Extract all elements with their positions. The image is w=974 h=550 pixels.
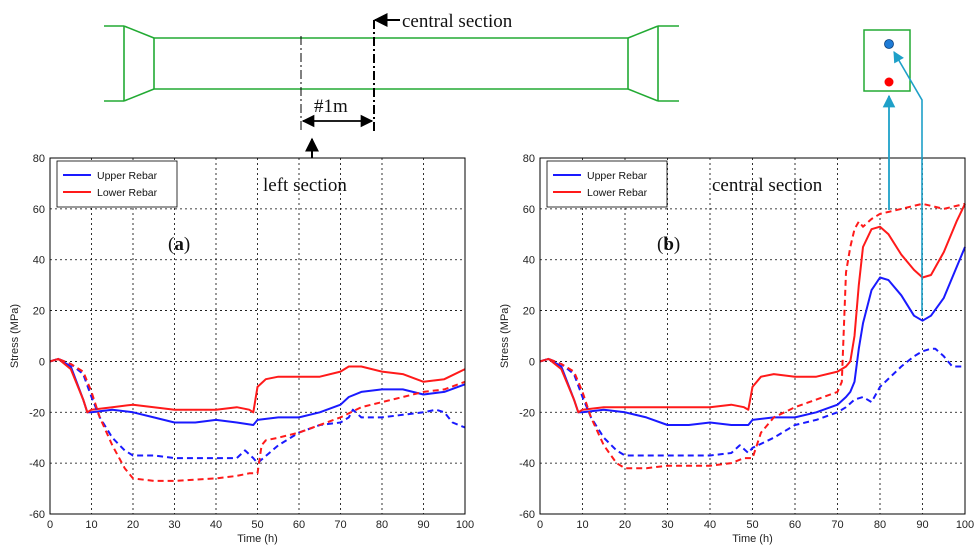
panel-b-x-tick-label: 0 [537,519,543,531]
panel-b-x-tick-label: 10 [576,519,588,531]
panel-b-legend-entry: Upper Rebar [587,170,648,182]
beam-elevation-diagram: central section #1m [104,11,679,165]
panel-a-y-tick-label: -20 [29,407,45,419]
panel-b-legend-entry: Lower Rebar [587,187,648,199]
panel-b-x-tick-label: 40 [704,519,716,531]
panel-a-series-lower-rebar-solid [49,357,466,414]
panel-a-x-tick-label: 100 [456,519,474,531]
panel-a-legend-box [56,160,178,208]
panel-a-panel-label-letter: a [174,234,184,255]
panel-a-panel-label-close: ) [184,234,190,255]
panel-b-x-axis-label: Time (h) [732,533,773,545]
panel-b-y-tick-label: -40 [519,458,535,470]
panel-a-x-tick-label: 40 [210,519,222,531]
panel-b-y-tick-label: 60 [523,204,535,216]
panel-a-x-tick-label: 90 [417,519,429,531]
panel-b-y-tick-label: 0 [529,356,535,368]
panel-a-y-tick-label: 80 [33,153,45,165]
panel-a-x-tick-label: 80 [376,519,388,531]
beam-outline [104,25,679,102]
panel-b-x-tick-label: 60 [789,519,801,531]
panel-b-legend: Upper Rebar Lower Rebar [546,160,668,208]
panel-a-x-tick-label: 0 [47,519,53,531]
panel-b-y-tick-label: -20 [519,407,535,419]
panel-b-x-tick-label: 90 [916,519,928,531]
panel-a-legend: Upper Rebar Lower Rebar [56,160,178,208]
panel-b-section-annotation: central section [712,175,823,196]
panel-a-y-tick-label: 60 [33,204,45,216]
panel-a-x-tick-label: 70 [334,519,346,531]
panel-b-y-tick-label: -60 [519,509,535,521]
panel-a-axes-frame [49,157,466,515]
panel-b-x-tick-label: 30 [661,519,673,531]
panel-b-y-tick-label: 40 [523,255,535,267]
panel-a-plot-area [50,158,465,514]
panel-b-panel-label-close: ) [674,234,680,255]
panel-b-plot-area [540,158,965,514]
panel-a-x-tick-label: 20 [127,519,139,531]
panel-b-panel-label-letter: b [663,234,674,255]
chart-panel-a: 0 10 20 30 40 50 60 70 80 90 100 80 60 40 20 0 -20 -40 -60… [9,153,474,545]
panel-b-legend-box [546,160,668,208]
panel-a-section-annotation: left section [263,175,347,196]
panel-b-panel-label-open: ( [657,234,663,255]
panel-a-series-lower-rebar-dashed [49,357,466,482]
panel-b-y-axis-label: Stress (MPa) [499,304,511,368]
central-section-label: central section [402,11,513,32]
panel-a-x-tick-label: 50 [251,519,263,531]
panel-b-x-tick-label: 50 [746,519,758,531]
cross-section-inset [863,29,911,92]
panel-a-panel-label-open: ( [168,234,174,255]
panel-b-x-tick-label: 20 [619,519,631,531]
panel-a-panel-label: (a) [168,234,190,255]
panel-a-legend-entry: Upper Rebar [97,170,158,182]
panel-b-x-tick-label: 80 [874,519,886,531]
chart-panel-b: 0 10 20 30 40 50 60 70 80 90 100 80 60 40 20 0 -20 -40 -60… [499,153,974,545]
panel-a-y-tick-label: -40 [29,458,45,470]
upper-rebar-dot [884,39,894,49]
panel-b-series-lower-rebar-solid [539,203,966,414]
panel-a-x-tick-label: 10 [85,519,97,531]
rebar-pointer-arrows [882,51,923,316]
dimension-label: #1m [314,96,348,117]
panel-b-x-tick-label: 100 [956,519,974,531]
panel-b-y-tick-label: 80 [523,153,535,165]
lower-rebar-dot [884,77,894,87]
panel-a-y-tick-label: -60 [29,509,45,521]
panel-a-y-axis-label: Stress (MPa) [9,304,21,368]
panel-a-x-tick-label: 30 [168,519,180,531]
panel-b-series-lower-rebar-dashed [539,202,966,470]
panel-a-x-tick-label: 60 [293,519,305,531]
upper-rebar-pointer [893,51,923,316]
panel-b-axes-frame [539,157,966,515]
panel-b-x-tick-label: 70 [831,519,843,531]
panel-a-y-tick-label: 20 [33,306,45,318]
panel-a-y-tick-label: 40 [33,255,45,267]
panel-a-legend-entry: Lower Rebar [97,187,158,199]
panel-a-x-axis-label: Time (h) [237,533,278,545]
panel-b-y-tick-label: 20 [523,306,535,318]
panel-a-y-tick-label: 0 [39,356,45,368]
panel-b-panel-label: (b) [657,234,680,255]
panel-b-series-upper-rebar-dashed [539,347,965,457]
